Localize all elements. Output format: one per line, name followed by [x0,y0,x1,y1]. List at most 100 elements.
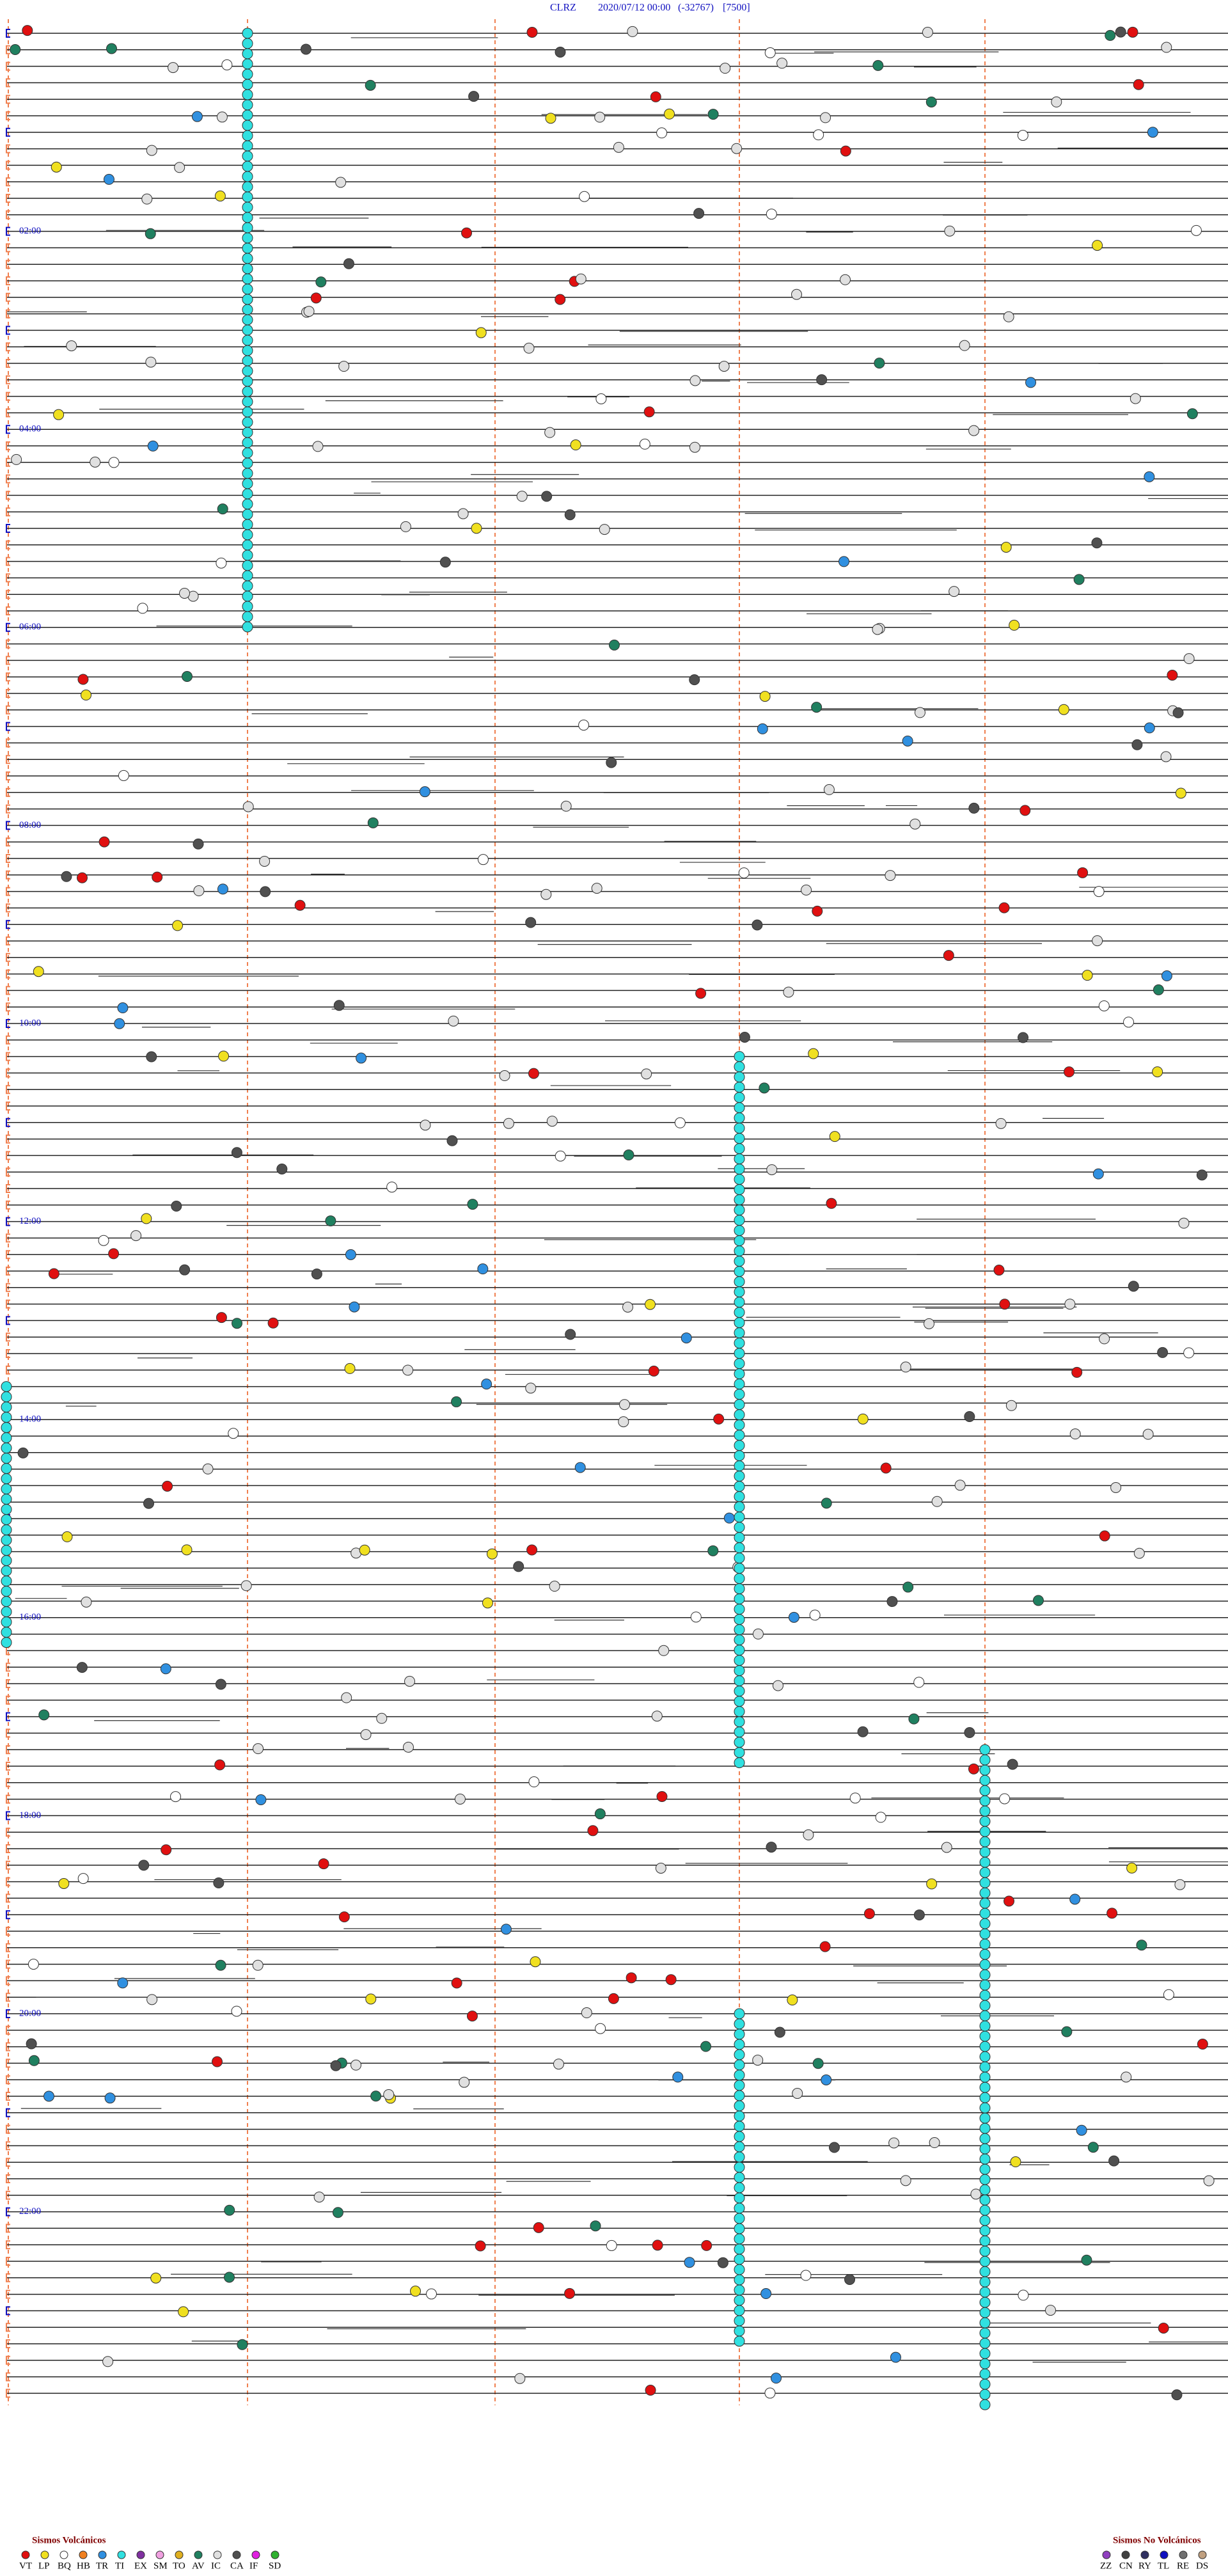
event [787,1995,798,2006]
tremor-event [242,171,253,182]
event [1069,1893,1081,1905]
tremor-event [734,1665,745,1677]
tremor-event [979,2204,991,2216]
tremor-event [1,1535,12,1546]
datetime: 2020/07/12 00:00 [598,3,670,13]
station: CLRZ [550,3,576,13]
legend-swatch [1179,2550,1188,2559]
hour-bracket [6,936,10,945]
tremor-event [979,1785,991,1796]
hour-bracket [6,606,10,615]
event [788,1611,799,1623]
hour-bracket [6,260,10,269]
tremor-event [734,2172,745,2183]
time-label: 14:00 [19,1414,41,1425]
tremor-event [979,1754,991,1766]
event [800,2270,812,2281]
event [811,702,823,713]
legend-code: ZZ [1100,2561,1112,2571]
event [1183,653,1195,665]
event [169,1791,181,1803]
event [1087,2142,1099,2153]
event [579,191,590,202]
event [812,905,823,917]
hour-bracket [6,1712,10,1721]
event [482,1597,493,1609]
tremor-event [734,1205,745,1216]
event [875,1812,886,1823]
tremor-event [979,1826,991,1837]
hour-bracket [6,2355,10,2365]
event [874,358,885,369]
hour-bracket [6,1893,10,1903]
event [202,1463,214,1474]
hour-bracket [6,854,10,863]
event [500,1924,512,1935]
event [718,361,730,372]
hour-bracket [6,2174,10,2183]
event [872,624,883,635]
tremor-event [242,99,253,111]
tremor-event [734,2080,745,2091]
hour-bracket [6,276,10,285]
event [1203,2175,1215,2186]
event [325,1215,336,1227]
event [880,1462,892,1474]
event [968,425,980,436]
tremor-event [979,1795,991,1806]
hour-bracket [6,622,10,632]
tremor-event [979,2153,991,2165]
legend-swatch [213,2550,222,2559]
tremor-event [734,1542,745,1554]
event [652,2240,663,2251]
tremor-event [242,468,253,479]
legend-title: Sismos No Volcánicos [1113,2535,1201,2545]
tremor-event [1,1381,12,1393]
hour-bracket [6,1002,10,1012]
event [752,919,763,931]
tremor-event [734,2182,745,2193]
event [318,1858,329,1870]
legend-swatch [21,2550,30,2559]
hour-bracket [6,1728,10,1738]
hour-bracket [6,2257,10,2266]
event [61,1531,73,1542]
time-label: 18:00 [19,1810,41,1821]
event [218,1050,230,1062]
events [1,25,1215,2410]
event [1064,1066,1075,1078]
hour-bracket [6,1052,10,1061]
tremor-event [979,1815,991,1827]
tremor-event [1,1545,12,1556]
tremor-event [734,1399,745,1410]
tremor-event [1,1402,12,1413]
hour-bracket [6,1959,10,1969]
event [591,883,602,894]
event [1161,42,1172,53]
event [77,1873,89,1885]
tremor-event [979,2286,991,2298]
legend-code: LP [38,2561,50,2571]
tremor-event [734,1061,745,1073]
legend-swatch [79,2550,88,2559]
hour-bracket [6,771,10,780]
event [757,723,768,734]
event [214,1759,226,1771]
tremor-event [734,1368,745,1380]
legend-code: TL [1158,2561,1169,2571]
tremor-event [734,1686,745,1697]
event [477,1263,489,1275]
event [533,2222,544,2233]
legend-code: HB [77,2561,90,2571]
event [1092,240,1103,251]
hour-bracket [6,524,10,533]
tremor-event [979,2010,991,2021]
hour-bracket [6,1184,10,1193]
event [356,1052,367,1064]
hour-bracket [6,903,10,913]
event [344,1363,356,1374]
tremor-event [734,2335,745,2347]
event [590,2220,601,2232]
event [999,1299,1011,1310]
event [1127,26,1138,38]
